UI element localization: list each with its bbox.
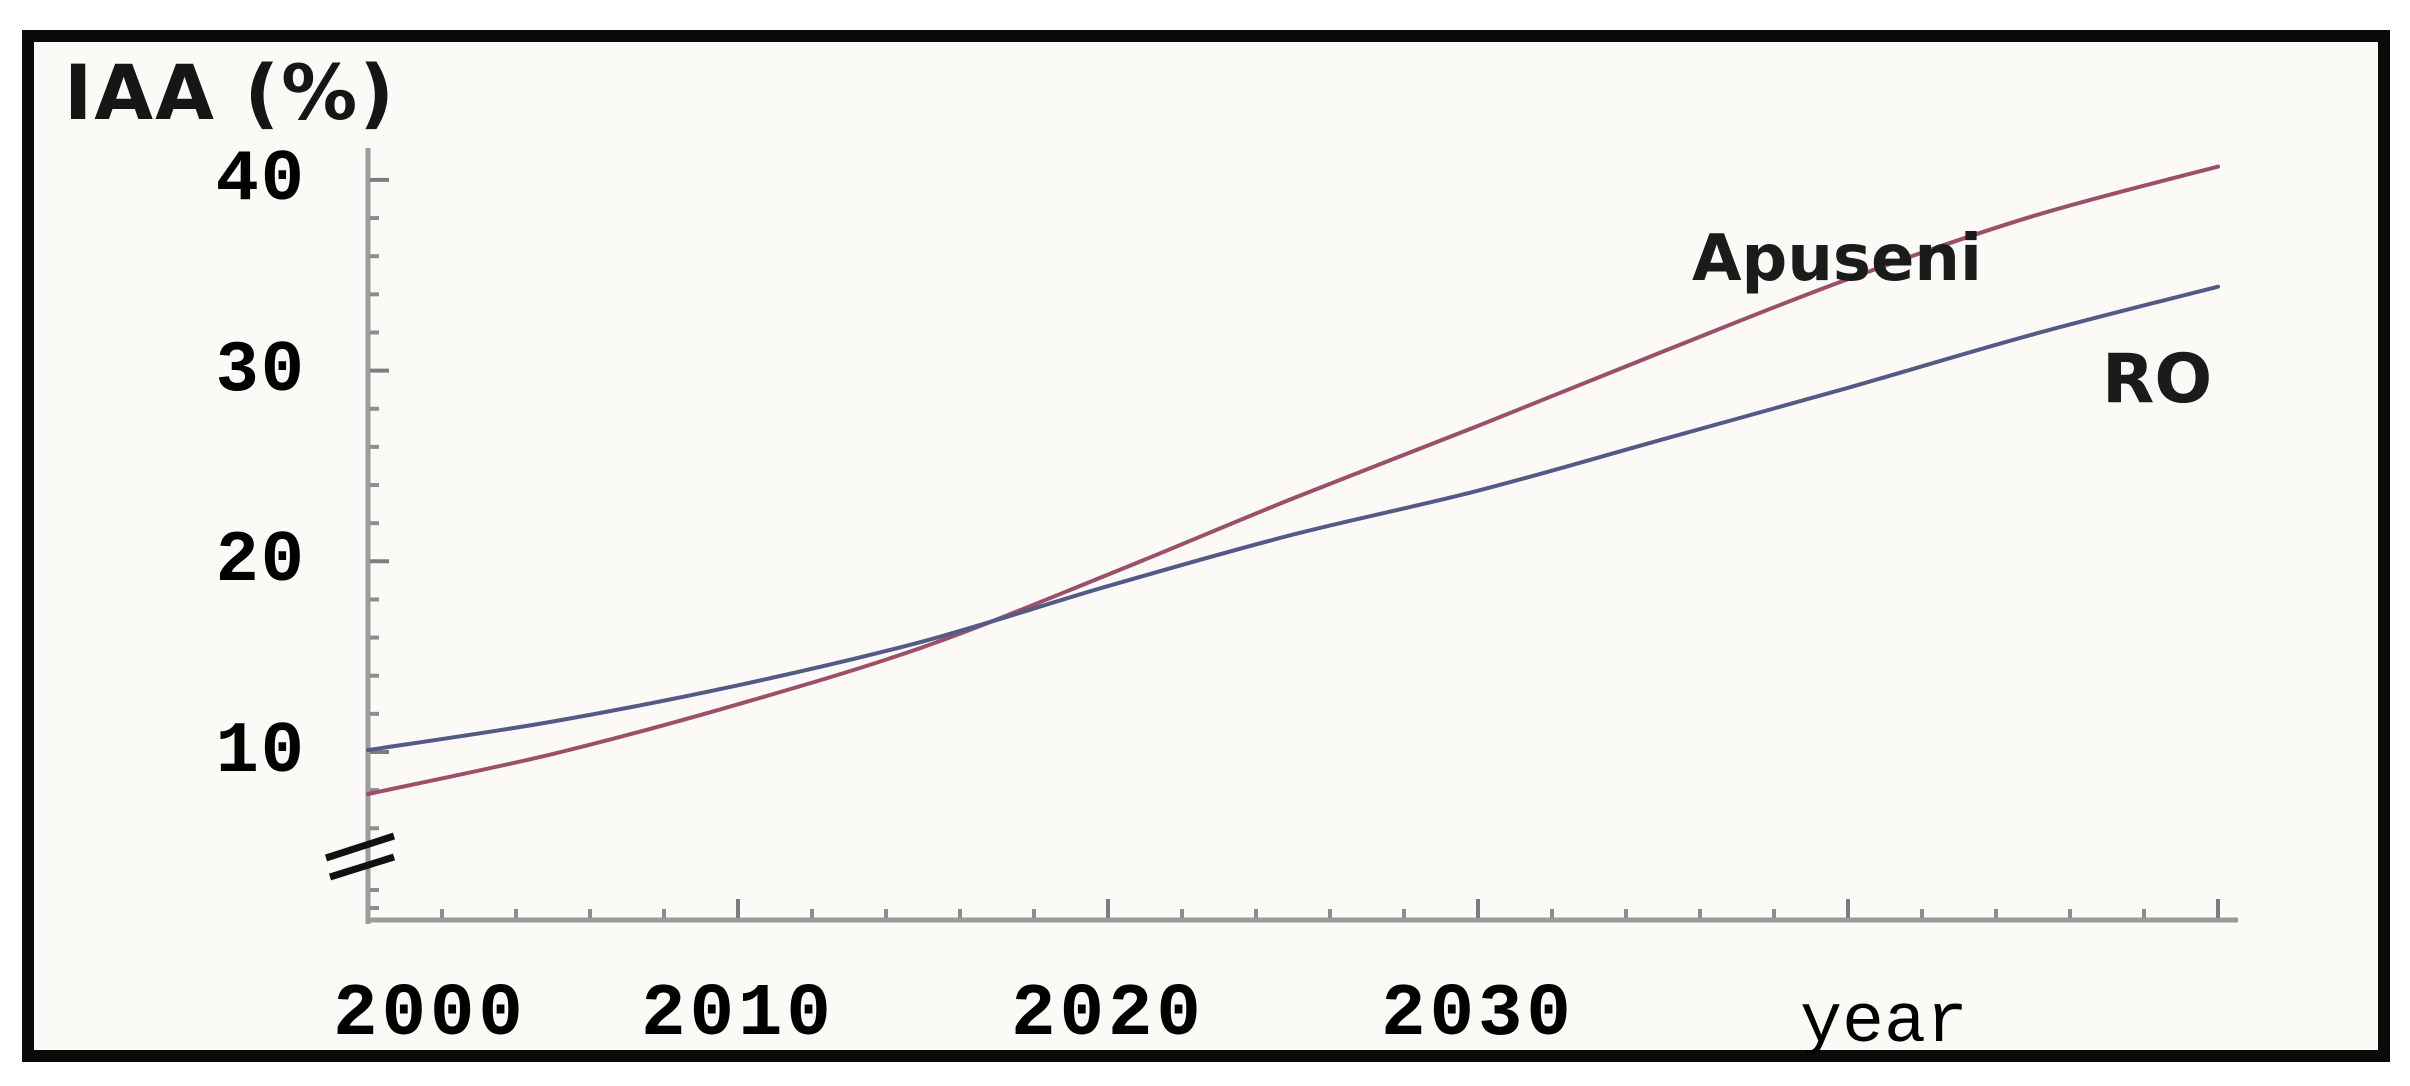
series-label-ro: RO: [2102, 340, 2213, 419]
y-tick-label: 30: [215, 329, 306, 412]
x-tick-label: 2030: [1381, 973, 1575, 1057]
chart-frame: [22, 30, 2390, 1062]
y-tick-label: 40: [215, 138, 306, 221]
chart-title: IAA (%): [64, 48, 396, 137]
y-tick-label: 10: [215, 711, 306, 793]
y-tick-label: 20: [215, 520, 306, 603]
x-axis-label: year: [1799, 984, 1969, 1063]
series-label-apuseni: Apuseni: [1692, 222, 1982, 296]
x-tick-label: 2000: [333, 973, 527, 1057]
x-tick-label: 2010: [641, 973, 835, 1057]
x-tick-label: 2020: [1011, 973, 1205, 1057]
